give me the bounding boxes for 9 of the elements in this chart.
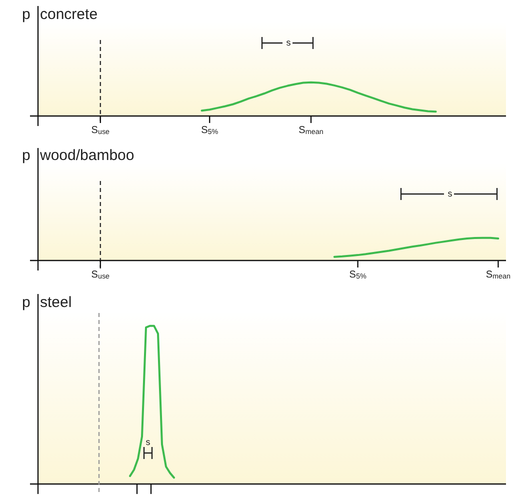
text: s [448,188,453,198]
y-axis-title: p [22,294,30,311]
annotation: s [146,437,151,447]
chart-title: steel [40,294,72,311]
y-axis-title: p [22,147,30,164]
text: s [286,37,292,48]
chart-title: concrete [40,6,98,23]
y-axis-title: p [22,6,30,23]
chart-title: wood/bamboo [39,147,134,164]
